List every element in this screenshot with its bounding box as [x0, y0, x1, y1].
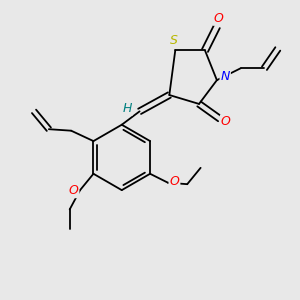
Text: O: O	[221, 115, 231, 128]
Text: O: O	[169, 175, 179, 188]
Text: O: O	[213, 12, 223, 25]
Text: H: H	[122, 102, 132, 115]
Text: N: N	[220, 70, 230, 83]
Text: O: O	[69, 184, 79, 197]
Text: S: S	[170, 34, 178, 47]
